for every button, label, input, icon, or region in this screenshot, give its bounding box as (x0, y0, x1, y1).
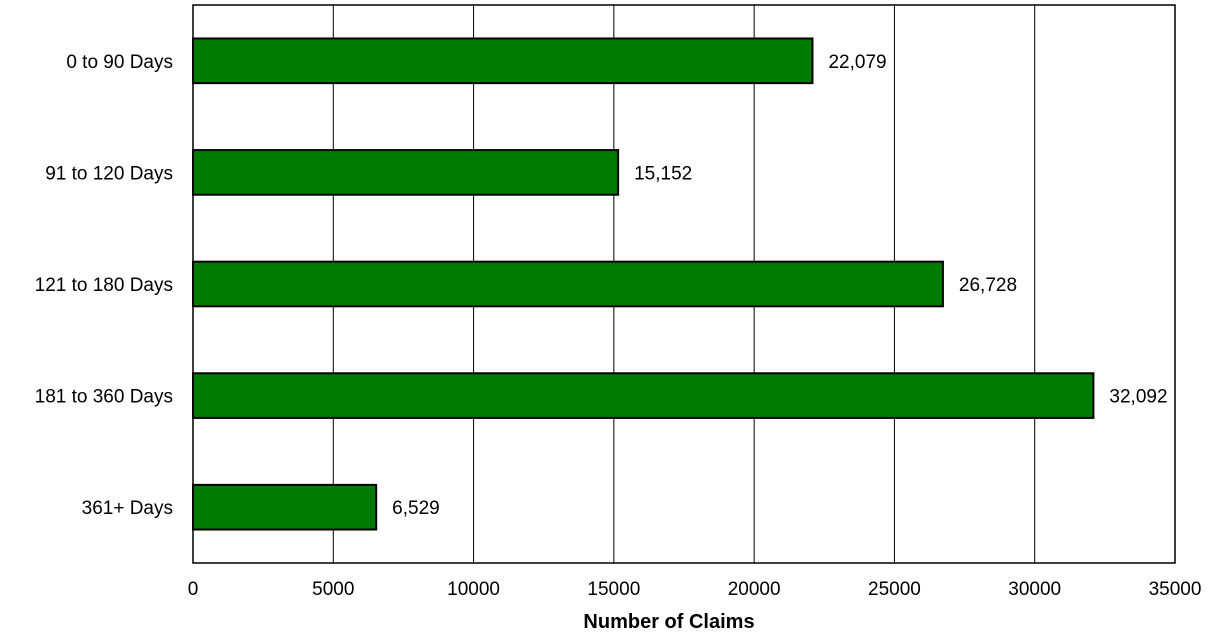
data-label: 32,092 (1109, 387, 1167, 408)
data-label: 26,728 (959, 275, 1017, 296)
plot-frame (192, 4, 1176, 564)
bar (192, 149, 620, 196)
x-tick-label: 15000 (587, 579, 640, 600)
data-label: 15,152 (634, 163, 692, 184)
x-tick-label: 5000 (312, 579, 354, 600)
category-label: 0 to 90 Days (66, 52, 173, 73)
bar (192, 37, 814, 85)
x-tick-labels: 0 5000 10000 15000 20000 25000 30000 35000 (188, 579, 1202, 600)
category-label: 91 to 120 Days (45, 163, 173, 184)
category-labels: 0 to 90 Days 91 to 120 Days 121 to 180 Day… (35, 52, 173, 519)
data-label: 6,529 (392, 498, 440, 519)
x-tick-label: 25000 (868, 579, 921, 600)
x-axis-title: Number of Claims (583, 611, 754, 633)
bars (192, 37, 1095, 531)
category-label: 121 to 180 Days (35, 275, 173, 296)
x-tick-label: 10000 (447, 579, 500, 600)
bar (192, 260, 944, 308)
x-tick-label: 30000 (1008, 579, 1061, 600)
x-tick-label: 0 (188, 579, 199, 600)
x-tick-label: 20000 (728, 579, 781, 600)
bar (192, 483, 378, 531)
category-label: 181 to 360 Days (35, 387, 173, 408)
category-label: 361+ Days (82, 498, 173, 519)
data-labels: 22,079 15,152 26,728 32,092 6,529 (392, 52, 1167, 519)
bar (192, 372, 1095, 419)
x-tick-label: 35000 (1149, 579, 1202, 600)
data-label: 22,079 (828, 52, 886, 73)
